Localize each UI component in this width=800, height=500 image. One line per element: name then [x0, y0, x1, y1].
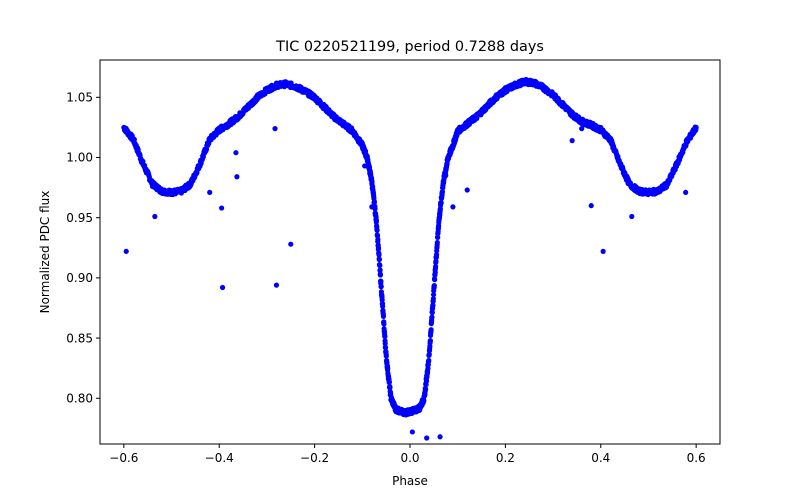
x-tick-label: 0.0	[400, 451, 419, 465]
outlier-point	[233, 150, 239, 156]
data-point	[378, 278, 384, 284]
data-point	[431, 283, 437, 289]
outlier-point	[424, 435, 430, 441]
data-point	[430, 302, 436, 308]
data-point	[387, 384, 393, 391]
y-axis-ticks: 0.80 0.85 0.90 0.95 1.00 1.05	[66, 91, 100, 405]
data-point	[377, 272, 384, 278]
outlier-point	[443, 172, 449, 179]
data-point	[375, 245, 382, 251]
outlier-point	[207, 189, 213, 196]
outlier-point	[683, 189, 689, 196]
data-point	[439, 189, 446, 195]
data-point	[381, 321, 387, 327]
data-point	[376, 256, 382, 263]
data-point	[438, 200, 444, 206]
data-point	[432, 269, 438, 276]
outlier-point	[362, 163, 368, 169]
data-point	[432, 263, 439, 270]
outlier-point	[273, 282, 280, 288]
outlier-point	[600, 248, 606, 254]
plot-frame	[99, 59, 721, 445]
data-point	[140, 158, 146, 164]
outlier-point	[219, 284, 226, 291]
x-axis-ticks: −0.6 −0.4 −0.2 0.0 0.2 0.4 0.6	[109, 444, 706, 465]
data-point	[377, 267, 383, 273]
y-tick-label: 0.90	[66, 271, 93, 285]
x-tick-label: 0.4	[591, 451, 610, 465]
data-point	[373, 217, 380, 223]
data-point	[371, 199, 377, 205]
y-tick-label: 1.00	[66, 151, 93, 165]
y-tick-label: 0.95	[66, 211, 93, 225]
outlier-point	[579, 126, 585, 132]
x-tick-label: 0.2	[496, 451, 515, 465]
outlier-point	[234, 174, 240, 180]
data-point	[380, 313, 387, 319]
data-point	[378, 283, 384, 290]
y-tick-label: 0.80	[66, 391, 93, 405]
data-point	[432, 277, 438, 283]
data-point	[383, 353, 389, 359]
x-tick-label: −0.2	[300, 451, 329, 465]
x-axis-label: Phase	[392, 474, 428, 488]
outlier-point	[369, 204, 375, 210]
data-point	[429, 314, 435, 320]
outlier-point	[219, 205, 225, 211]
outlier-point	[123, 248, 129, 254]
data-points	[121, 76, 699, 441]
outlier-point	[450, 204, 456, 210]
data-point	[382, 333, 388, 340]
data-point	[693, 124, 699, 131]
data-point	[380, 303, 386, 309]
data-point	[433, 251, 440, 258]
data-point	[435, 234, 441, 240]
chart-title: TIC 0220521199, period 0.7288 days	[275, 39, 544, 55]
data-point	[375, 236, 381, 243]
outlier-point	[272, 126, 278, 132]
data-point	[430, 296, 436, 302]
y-tick-label: 0.85	[66, 331, 93, 345]
data-point	[377, 262, 383, 269]
outlier-point	[409, 429, 415, 435]
data-point	[428, 327, 434, 333]
data-point	[434, 239, 440, 246]
outlier-point	[152, 213, 158, 220]
data-point	[429, 310, 435, 316]
y-tick-label: 1.05	[66, 91, 93, 105]
x-tick-label: 0.6	[687, 451, 706, 465]
data-point	[427, 337, 433, 344]
outlier-point	[437, 434, 443, 440]
data-point	[385, 365, 391, 371]
data-point	[422, 386, 429, 392]
data-point	[374, 227, 380, 233]
x-tick-label: −0.4	[205, 451, 234, 465]
outlier-point	[588, 203, 594, 209]
data-point	[430, 292, 437, 298]
y-axis-label: Normalized PDC flux	[38, 191, 52, 314]
outlier-point	[629, 213, 635, 220]
x-tick-label: −0.6	[109, 451, 138, 465]
outlier-point	[288, 241, 294, 247]
outlier-point	[464, 187, 470, 193]
data-point	[426, 357, 432, 364]
data-point	[376, 252, 382, 258]
outlier-point	[569, 138, 575, 144]
data-point	[386, 379, 392, 385]
